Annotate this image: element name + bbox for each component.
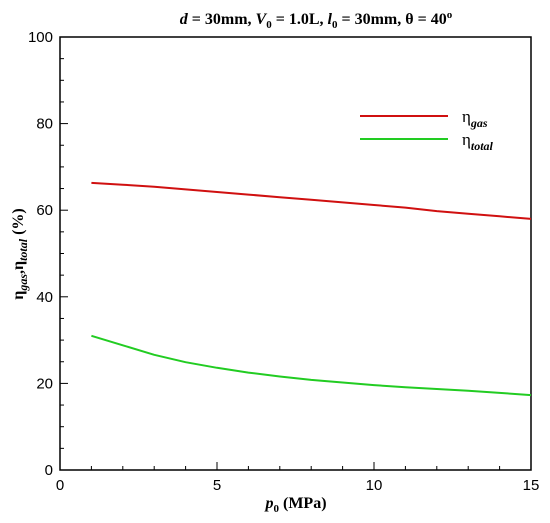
- title-v-value: = 1.0L,: [272, 11, 328, 28]
- x-tick-label: 15: [523, 477, 540, 494]
- series-lines: [91, 181, 532, 397]
- chart-title: d = 30mm, V0 = 1.0L, l0 = 30mm, θ = 40o: [180, 9, 453, 31]
- title-l-value: = 30mm,: [337, 11, 405, 28]
- plot-frame: [59, 36, 532, 471]
- y-tick-label: 0: [45, 462, 53, 479]
- title-l-symbol: l: [328, 11, 333, 28]
- title-d-value: = 30mm,: [188, 11, 256, 28]
- title-d-symbol: d: [180, 11, 189, 28]
- y-tick-label: 60: [36, 202, 53, 219]
- title-theta: θ = 40: [405, 11, 446, 28]
- y-tick-label: 80: [36, 116, 53, 133]
- series-line-gas: [91, 181, 532, 220]
- y-tick-label: 20: [36, 375, 53, 392]
- legend: ηgas ηtotal: [360, 107, 494, 153]
- legend-label-total: ηtotal: [462, 130, 494, 153]
- title-v-subscript: 0: [266, 19, 272, 31]
- y-axis-label: ηgas,ηtotal (%): [10, 208, 30, 300]
- title-theta-superscript: o: [447, 9, 453, 21]
- series-line-total: [91, 334, 532, 397]
- y-tick-label: 100: [28, 29, 53, 46]
- title-l-subscript: 0: [332, 19, 338, 31]
- title-v-symbol: V: [256, 11, 268, 28]
- x-tick-label: 5: [213, 477, 221, 494]
- x-tick-label: 0: [56, 477, 64, 494]
- x-axis-label: p0 (MPa): [263, 495, 326, 515]
- legend-label-gas: ηgas: [462, 107, 488, 130]
- y-tick-label: 40: [36, 289, 53, 306]
- axis-ticks: 0 5 10 15 0 20 40 60 80 100: [28, 29, 539, 494]
- x-tick-label: 10: [366, 477, 383, 494]
